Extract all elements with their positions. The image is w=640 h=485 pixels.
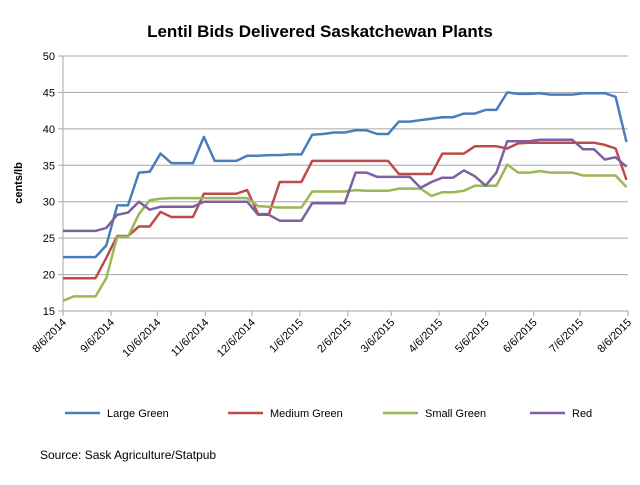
x-axis-ticks: 8/6/2014 9/6/2014 10/6/2014 11/6/2014 12/6/2… xyxy=(30,311,634,360)
legend-label: Small Green xyxy=(425,408,486,420)
y-axis-label: cents/lb xyxy=(13,162,25,204)
series-line-medium-green xyxy=(63,141,628,280)
x-tick-label: 5/6/2015 xyxy=(453,317,492,356)
series-lines xyxy=(62,91,628,302)
x-tick-label: 10/6/2014 xyxy=(120,317,163,360)
series-line-red xyxy=(63,138,628,233)
x-tick-label: 11/6/2014 xyxy=(169,317,212,360)
source-note: Source: Sask Agriculture/Statpub xyxy=(40,448,216,462)
x-tick-label: 8/6/2015 xyxy=(595,317,634,356)
x-tick-label: 4/6/2015 xyxy=(406,317,445,356)
y-tick-label: 45 xyxy=(43,87,55,99)
y-tick-label: 40 xyxy=(43,124,55,136)
legend-label: Large Green xyxy=(107,408,169,420)
y-tick-label: 20 xyxy=(43,270,55,282)
series-line-large-green xyxy=(63,91,628,259)
x-tick-label: 2/6/2015 xyxy=(315,317,354,356)
x-tick-label: 12/6/2014 xyxy=(215,317,258,360)
y-tick-label: 25 xyxy=(43,233,55,245)
y-axis-ticks: 15 20 25 30 35 40 45 50 xyxy=(43,51,55,318)
y-tick-label: 30 xyxy=(43,197,55,209)
y-tick-label: 15 xyxy=(43,306,55,318)
x-tick-label: 1/6/2015 xyxy=(267,317,306,356)
x-tick-label: 3/6/2015 xyxy=(359,317,398,356)
x-tick-label: 6/6/2015 xyxy=(501,317,540,356)
x-tick-label: 7/6/2015 xyxy=(547,317,586,356)
y-tick-label: 50 xyxy=(43,51,55,63)
y-tick-label: 35 xyxy=(43,160,55,172)
legend: Large Green Medium Green Small Green Red xyxy=(65,408,592,420)
x-tick-label: 9/6/2014 xyxy=(78,317,117,356)
legend-label: Medium Green xyxy=(270,408,343,420)
legend-label: Red xyxy=(572,408,592,420)
series-line-small-green xyxy=(62,163,628,302)
x-tick-label: 8/6/2014 xyxy=(30,317,69,356)
chart-title: Lentil Bids Delivered Saskatchewan Plant… xyxy=(147,22,493,41)
